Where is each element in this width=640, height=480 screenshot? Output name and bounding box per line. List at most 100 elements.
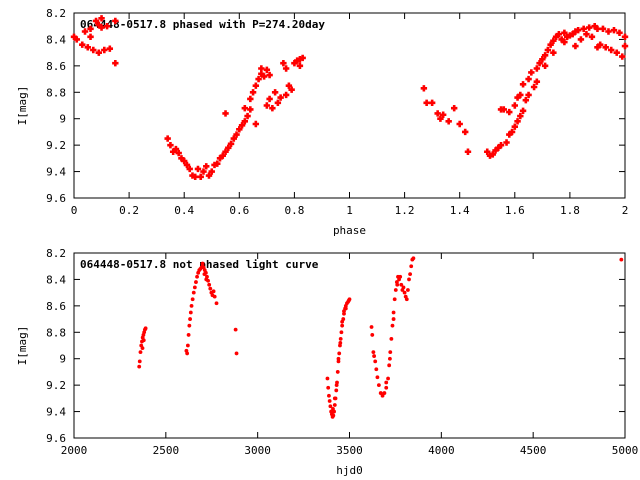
- data-point: [555, 30, 563, 38]
- data-point: [194, 165, 202, 173]
- y-tick-label: 9.6: [46, 432, 66, 445]
- data-point: [138, 350, 143, 355]
- data-point: [378, 391, 383, 395]
- data-point: [407, 277, 411, 282]
- data-point: [371, 350, 376, 355]
- data-point: [280, 60, 287, 67]
- data-point: [536, 60, 543, 67]
- data-point: [252, 82, 260, 89]
- data-point: [456, 120, 463, 128]
- data-point: [519, 107, 527, 114]
- data-point: [464, 148, 472, 155]
- data-point: [340, 319, 345, 324]
- data-point: [299, 54, 306, 62]
- y-tick-label: 9.4: [46, 166, 66, 179]
- data-point: [462, 128, 469, 136]
- data-point: [608, 46, 615, 54]
- data-point: [233, 131, 240, 138]
- data-point: [511, 102, 518, 109]
- data-point: [411, 256, 416, 261]
- data-point: [90, 46, 97, 54]
- data-point: [339, 330, 344, 335]
- data-point: [605, 28, 612, 35]
- data-point: [577, 36, 585, 43]
- data-point: [437, 115, 444, 122]
- data-points: [70, 15, 629, 181]
- x-tick-label: 0.8: [284, 204, 304, 217]
- data-point: [580, 25, 587, 33]
- data-point: [195, 274, 199, 279]
- y-tick-label: 8.2: [46, 247, 66, 260]
- data-point: [434, 110, 441, 117]
- data-point: [514, 118, 521, 125]
- data-point: [561, 38, 568, 46]
- data-point: [212, 294, 217, 299]
- data-point: [506, 108, 513, 116]
- data-point: [544, 46, 552, 54]
- data-point: [334, 388, 339, 393]
- data-point: [211, 289, 216, 294]
- x-tick-label: 0: [71, 204, 78, 217]
- data-point: [408, 272, 413, 277]
- data-point: [266, 95, 273, 103]
- plot-frame: [73, 252, 626, 439]
- data-point: [214, 301, 219, 306]
- data-point: [550, 49, 557, 56]
- data-point: [101, 46, 108, 54]
- data-point: [373, 359, 378, 364]
- data-point: [370, 333, 375, 337]
- x-tick-label: 3500: [336, 444, 363, 457]
- data-point: [175, 149, 182, 157]
- data-point: [450, 104, 458, 112]
- data-point: [227, 140, 235, 148]
- data-point: [95, 49, 102, 56]
- data-point: [393, 288, 398, 292]
- y-tick-label: 8.8: [46, 86, 66, 99]
- data-point: [185, 343, 190, 348]
- data-point: [140, 346, 145, 351]
- y-axis-label: I[mag]: [16, 326, 29, 366]
- y-tick-label: 9.4: [46, 406, 66, 419]
- data-point: [258, 65, 265, 72]
- data-point: [247, 106, 254, 113]
- data-point: [391, 317, 396, 321]
- data-point: [375, 375, 380, 380]
- y-tick-label: 9.2: [46, 379, 66, 392]
- x-tick-label: 5000: [612, 444, 639, 457]
- y-tick-label: 9: [59, 353, 66, 366]
- data-point: [338, 340, 343, 345]
- data-point: [241, 104, 249, 112]
- x-tick-label: 0.4: [174, 204, 194, 217]
- data-point: [285, 82, 293, 89]
- data-point: [409, 264, 414, 269]
- data-point: [164, 135, 171, 142]
- data-point: [374, 367, 379, 372]
- chart-title: 064448-0517.8 not phased light curve: [80, 258, 319, 271]
- data-point: [613, 49, 620, 56]
- data-point: [621, 42, 629, 50]
- x-tick-label: 0.6: [229, 204, 249, 217]
- data-point: [167, 141, 174, 149]
- data-point: [200, 168, 207, 175]
- data-point: [189, 303, 194, 308]
- data-point: [392, 297, 397, 302]
- plot-frame: [73, 12, 626, 199]
- data-point: [73, 36, 80, 43]
- data-point: [192, 173, 199, 181]
- data-point: [103, 23, 111, 30]
- data-point: [585, 24, 593, 31]
- data-point: [263, 102, 271, 109]
- data-point: [541, 62, 549, 70]
- x-tick-label: 4500: [520, 444, 547, 457]
- x-tick-label: 0.2: [119, 204, 139, 217]
- x-tick-label: 2000: [61, 444, 88, 457]
- x-tick-label: 2500: [153, 444, 180, 457]
- data-point: [423, 99, 430, 107]
- data-point: [384, 380, 389, 385]
- data-point: [503, 139, 510, 146]
- data-point: [187, 323, 192, 328]
- data-point: [84, 44, 91, 51]
- data-point: [282, 65, 290, 72]
- data-point: [79, 41, 86, 48]
- data-point: [420, 85, 428, 92]
